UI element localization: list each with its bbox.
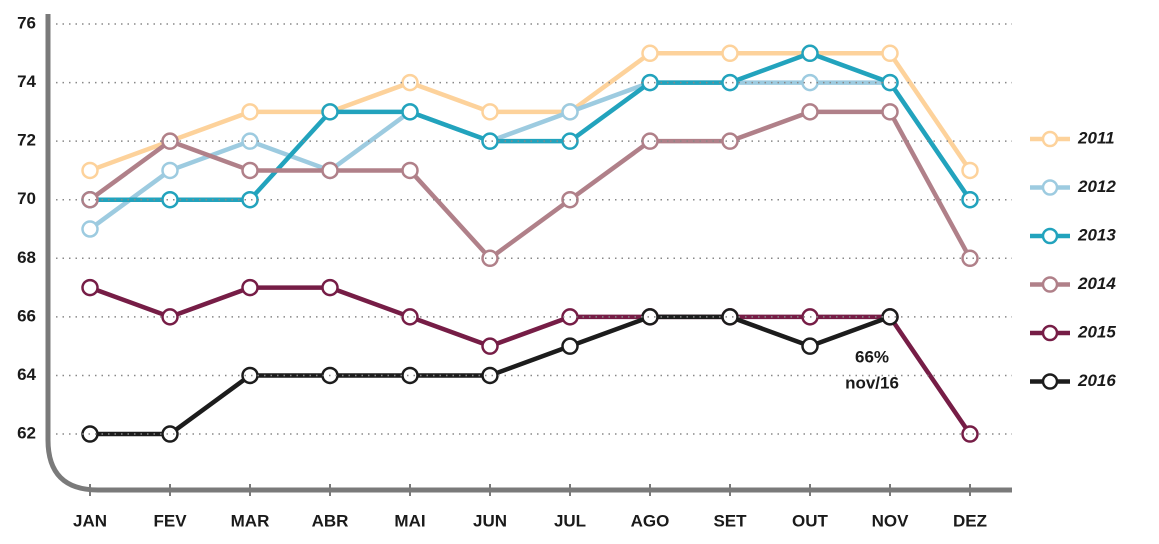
y-tick-label: 66 xyxy=(17,306,36,325)
point xyxy=(961,190,979,209)
y-tick-label: 64 xyxy=(17,365,36,384)
x-tick-label: DEZ xyxy=(953,511,987,530)
point xyxy=(721,308,739,326)
series-line xyxy=(89,51,972,173)
series-line xyxy=(90,51,972,202)
series-line xyxy=(88,109,972,261)
x-tick-label: JUN xyxy=(473,511,507,530)
point xyxy=(161,190,179,209)
point xyxy=(801,337,819,355)
x-tick-label: JUL xyxy=(554,511,586,530)
point xyxy=(561,103,579,121)
point xyxy=(721,73,739,92)
y-tick-label: 70 xyxy=(17,189,36,208)
x-tick-label: OUT xyxy=(792,511,829,530)
point xyxy=(161,308,179,326)
point xyxy=(481,249,499,268)
y-tick-label: 68 xyxy=(17,248,36,267)
point xyxy=(961,161,979,180)
point xyxy=(321,161,339,180)
point xyxy=(321,278,339,297)
legend-marker xyxy=(1041,324,1059,342)
point xyxy=(961,249,979,268)
x-tick-label: SET xyxy=(713,511,747,530)
legend-label: 2015 xyxy=(1077,322,1116,341)
point xyxy=(241,103,259,121)
point xyxy=(161,132,179,150)
legend-marker xyxy=(1041,373,1059,390)
x-tick-label: FEV xyxy=(153,511,187,530)
x-tick-label: ABR xyxy=(312,511,349,530)
legend-label: 2011 xyxy=(1077,128,1115,147)
point xyxy=(161,161,179,180)
point xyxy=(481,103,499,121)
y-tick-label: 74 xyxy=(17,72,36,91)
x-tick-label: NOV xyxy=(872,511,910,530)
point xyxy=(481,337,499,355)
legend-label: 2012 xyxy=(1077,177,1116,196)
legend-marker xyxy=(1041,276,1059,293)
point xyxy=(81,161,99,180)
point xyxy=(81,278,99,297)
point xyxy=(401,308,419,326)
point xyxy=(561,337,579,355)
series-line xyxy=(88,80,972,231)
x-tick-label: JAN xyxy=(73,511,107,530)
point xyxy=(401,161,419,180)
point xyxy=(721,44,739,63)
point xyxy=(241,161,259,180)
x-tick-label: MAR xyxy=(231,511,270,530)
y-tick-label: 76 xyxy=(17,13,36,32)
point xyxy=(401,366,419,385)
legend-label: 2014 xyxy=(1077,274,1116,293)
point xyxy=(81,220,99,238)
point xyxy=(721,132,739,150)
point xyxy=(481,132,499,150)
point xyxy=(801,103,819,121)
point xyxy=(961,425,979,443)
point xyxy=(641,44,659,63)
point xyxy=(241,278,259,297)
point xyxy=(481,366,499,385)
point xyxy=(321,103,339,121)
point xyxy=(801,44,819,63)
plot xyxy=(81,44,979,443)
axis xyxy=(45,14,1012,493)
x-tick-label: MAI xyxy=(394,511,425,530)
legend-marker xyxy=(1041,227,1059,245)
legend-marker xyxy=(1041,130,1059,148)
x-tick-label: AGO xyxy=(631,511,670,530)
annotation: nov/16 xyxy=(845,373,899,392)
annotation: 66% xyxy=(855,347,889,366)
point xyxy=(401,73,419,92)
point xyxy=(401,103,419,121)
point xyxy=(881,103,899,121)
legend-marker xyxy=(1041,179,1059,196)
legend-label: 2016 xyxy=(1077,371,1116,390)
point xyxy=(161,425,179,443)
y-tick-label: 62 xyxy=(17,424,36,443)
point xyxy=(881,44,899,63)
y-tick-label: 72 xyxy=(17,131,36,150)
legend-label: 2013 xyxy=(1077,225,1116,244)
